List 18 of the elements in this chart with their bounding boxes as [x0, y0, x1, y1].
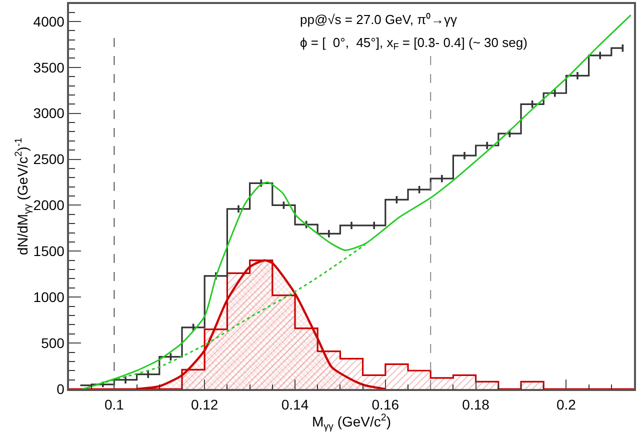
x-tick-label: 0.2 [556, 396, 576, 413]
y-tick-label: 3500 [33, 59, 65, 76]
x-axis-title: M$_{γγ}$ (GeV/c$^{2}$) [312, 412, 392, 432]
y-tick-label: 2500 [33, 151, 65, 168]
y-tick-label: 1500 [33, 243, 65, 260]
x-tick-label: 0.12 [190, 396, 218, 413]
y-tick-label: 0 [56, 380, 65, 397]
x-tick-label: 0.14 [281, 396, 309, 413]
x-tick-label: 0.1 [104, 396, 124, 413]
y-tick-label: 1000 [33, 289, 65, 306]
y-tick-label: 2000 [33, 197, 65, 214]
y-tick-label: 500 [41, 334, 65, 351]
y-tick-label: 4000 [33, 13, 65, 30]
x-tick-label: 0.18 [462, 396, 490, 413]
annotation: pp@√s = 27.0 GeV, π⁰→γγ [300, 12, 458, 27]
y-tick-label: 3000 [33, 105, 65, 122]
annotation: ϕ = [ 0°, 45°], x$_{F}$ = [0.3- 0.4] (~ 30 seg) [300, 35, 528, 52]
x-tick-label: 0.16 [372, 396, 400, 413]
